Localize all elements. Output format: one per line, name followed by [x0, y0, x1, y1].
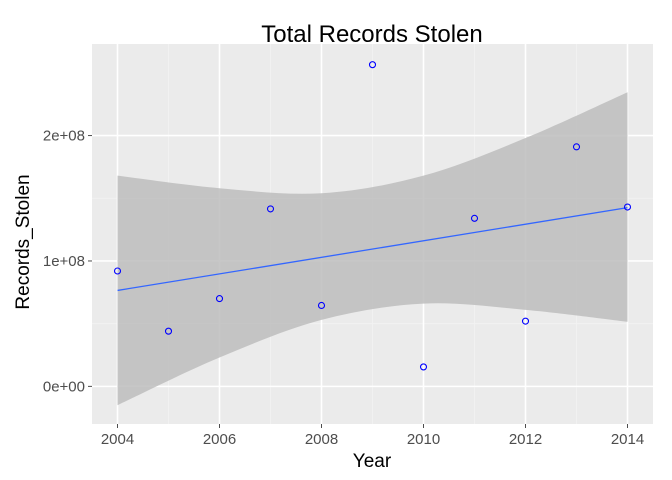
data-point	[164, 327, 173, 335]
y-axis-ticks: 0e+00 1e+08 2e+08	[43, 128, 92, 395]
data-point	[521, 317, 530, 325]
data-points	[113, 61, 632, 371]
x-tick-label: 2012	[509, 431, 542, 448]
y-axis-title: Records_Stolen	[13, 174, 34, 309]
x-tick-label: 2004	[101, 431, 134, 448]
y-tick-label: 1e+08	[43, 253, 85, 270]
x-tick-label: 2006	[203, 431, 236, 448]
x-axis-ticks: 2004 2006 2008 2010 2012 2014	[101, 424, 644, 448]
data-point	[113, 267, 122, 275]
data-point	[317, 301, 326, 310]
x-tick-label: 2010	[407, 431, 440, 448]
data-point	[419, 363, 428, 371]
y-tick-label: 0e+00	[43, 378, 85, 395]
data-point	[215, 295, 224, 303]
data-point	[266, 205, 275, 213]
x-tick-label: 2008	[305, 431, 338, 448]
fit-line	[117, 207, 628, 292]
data-point	[368, 61, 377, 69]
x-tick-label: 2014	[611, 431, 644, 448]
x-axis-title: Year	[353, 451, 392, 472]
data-point	[572, 143, 581, 151]
data-point	[470, 214, 479, 222]
y-tick-label: 2e+08	[43, 128, 85, 145]
chart-title: Total Records Stolen	[261, 21, 482, 48]
data-point	[623, 203, 632, 211]
